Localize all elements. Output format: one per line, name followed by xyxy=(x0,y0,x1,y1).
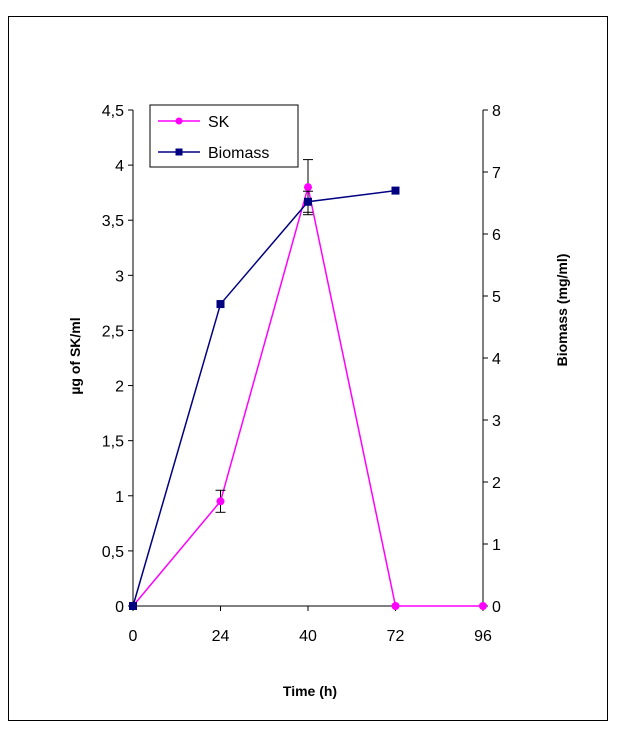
left-tick-label: 4,5 xyxy=(102,103,124,120)
data-point-sk xyxy=(391,602,400,610)
left-tick-label: 0 xyxy=(115,599,124,616)
legend-label-biomass: Biomass xyxy=(208,145,269,162)
chart-frame xyxy=(8,16,608,721)
right-axis-title: Biomass (mg/ml) xyxy=(554,254,570,367)
right-tick-label: 5 xyxy=(492,289,501,306)
right-tick-label: 2 xyxy=(492,475,501,492)
data-point-biomass xyxy=(129,602,137,610)
data-point-biomass xyxy=(391,186,400,195)
series-line-sk xyxy=(132,186,483,607)
right-tick-label: 7 xyxy=(492,165,501,182)
x-tick-label: 96 xyxy=(474,628,492,645)
right-tick-label: 8 xyxy=(492,103,501,120)
legend-box xyxy=(149,104,299,168)
x-tick-label: 40 xyxy=(299,628,317,645)
legend-marker-biomass xyxy=(175,148,183,156)
data-point-biomass xyxy=(304,197,312,206)
left-tick-label: 4 xyxy=(115,158,124,175)
left-tick-label: 3,5 xyxy=(102,213,124,230)
legend-marker-sk xyxy=(175,117,183,125)
right-tick-label: 6 xyxy=(492,227,501,244)
right-tick-label: 4 xyxy=(492,351,501,368)
right-tick-label: 0 xyxy=(492,599,501,616)
legend-item-biomass: Biomass xyxy=(158,145,269,162)
left-tick-label: 3 xyxy=(115,268,124,285)
left-tick-label: 0,5 xyxy=(102,544,124,561)
data-point-sk xyxy=(479,602,487,610)
x-tick-label: 24 xyxy=(212,628,230,645)
left-axis-ticks: 0 0,5 1 1,5 2 2,5 3 3,5 4 4,5 xyxy=(102,103,133,616)
left-tick-label: 2 xyxy=(115,379,124,396)
data-point-sk xyxy=(304,183,312,192)
data-point-biomass xyxy=(216,300,225,309)
left-tick-label: 1,5 xyxy=(102,434,124,451)
x-tick-label: 72 xyxy=(387,628,405,645)
right-tick-label: 1 xyxy=(492,537,501,554)
left-tick-label: 1 xyxy=(115,489,124,506)
legend: SK Biomass xyxy=(149,104,299,168)
x-axis-ticks: 0 24 40 72 96 xyxy=(129,606,492,645)
left-tick-label: 2,5 xyxy=(102,323,124,340)
data-point-sk xyxy=(216,497,225,506)
x-axis-title: Time (h) xyxy=(283,683,337,699)
series-biomass xyxy=(129,186,400,610)
left-axis-title: µg of SK/ml xyxy=(67,317,83,394)
legend-item-sk: SK xyxy=(158,114,230,131)
right-axis-ticks: 0 1 2 3 4 5 6 7 8 xyxy=(483,103,501,616)
series-line-biomass xyxy=(132,189,396,607)
right-tick-label: 3 xyxy=(492,413,501,430)
x-tick-label: 0 xyxy=(129,628,138,645)
legend-label-sk: SK xyxy=(208,114,230,131)
series-sk xyxy=(129,159,487,610)
series-layer xyxy=(129,159,487,610)
